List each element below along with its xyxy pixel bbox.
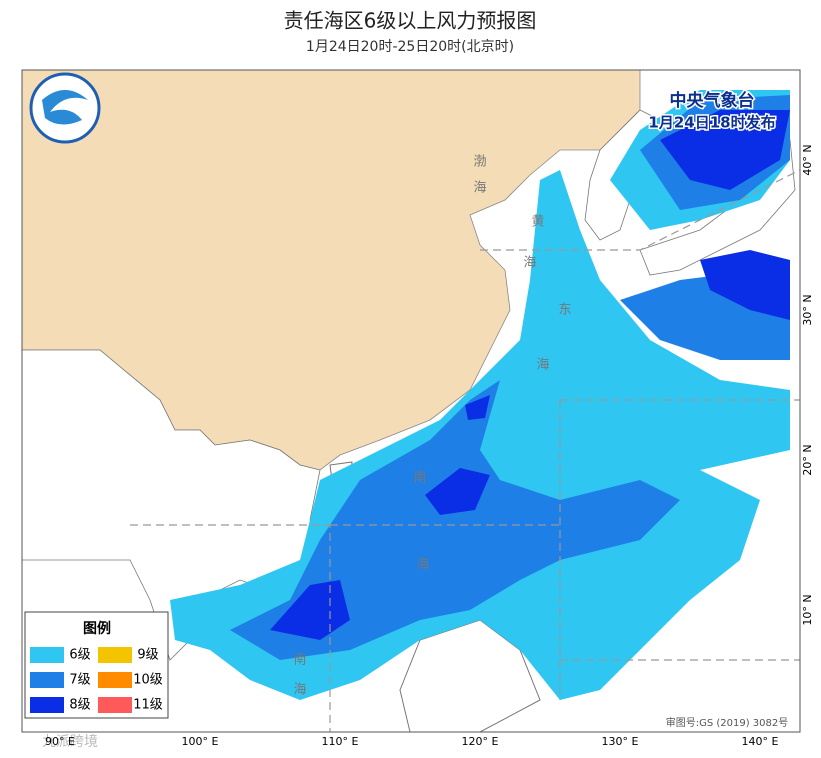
legend-label: 9级 [137,648,158,663]
sea-label: 南 [293,652,306,668]
land-borneo [399,619,541,732]
legend-swatch [30,647,64,663]
legend-swatch [30,672,64,688]
wind-area [660,110,790,190]
latitude-label: 10° N [801,594,814,625]
legend-title: 图例 [83,620,111,637]
latitude-label: 20° N [801,444,814,475]
legend-label: 6级 [69,648,90,663]
legend: 图例 6级 9级 7级 10级 8级 11级 [24,611,169,719]
wind-area [700,250,790,320]
legend-label: 11级 [133,698,163,713]
sea-label: 海 [293,683,306,698]
sea-label: 海 [416,558,429,573]
latitude-label: 30° N [801,294,814,325]
review-number: 审图号:GS (2019) 3082号 [666,716,789,729]
longitude-label: 90° E [45,735,75,748]
subtitle: 1月24日20时-25日20时(北京时) [306,39,514,55]
wind-area [425,468,490,515]
sea-label: 海 [473,181,486,196]
watermark: 九派跨境 [42,734,98,750]
boundary [130,169,800,732]
legend-label: 8级 [69,698,90,713]
legend-swatch [98,697,132,713]
legend-swatch [98,647,132,663]
sea-label: 南 [413,470,426,486]
longitude-label: 140° E [742,735,779,748]
longitude-label: 110° E [322,735,359,748]
longitude-label: 120° E [462,735,499,748]
legend-label: 7级 [69,673,90,688]
map-body [22,70,800,732]
issuer-name: 中央气象台 [670,90,755,111]
longitude-label: 130° E [602,735,639,748]
longitude-label: 100° E [182,735,219,748]
sea-label: 黄 [531,215,544,230]
title: 责任海区6级以上风力预报图 [284,9,537,33]
sea-label: 海 [523,256,536,271]
legend-swatch [30,697,64,713]
issue-time: 1月24日18时发布 [648,114,775,132]
map-frame [21,69,801,733]
sea-label: 海 [536,358,549,373]
latitude-label: 40° N [801,144,814,175]
logo [29,72,101,144]
wind-area [465,395,490,420]
sea-label: 东 [558,303,571,318]
legend-label: 10级 [133,673,163,688]
legend-swatch [98,672,132,688]
sea-label: 渤 [473,154,486,170]
